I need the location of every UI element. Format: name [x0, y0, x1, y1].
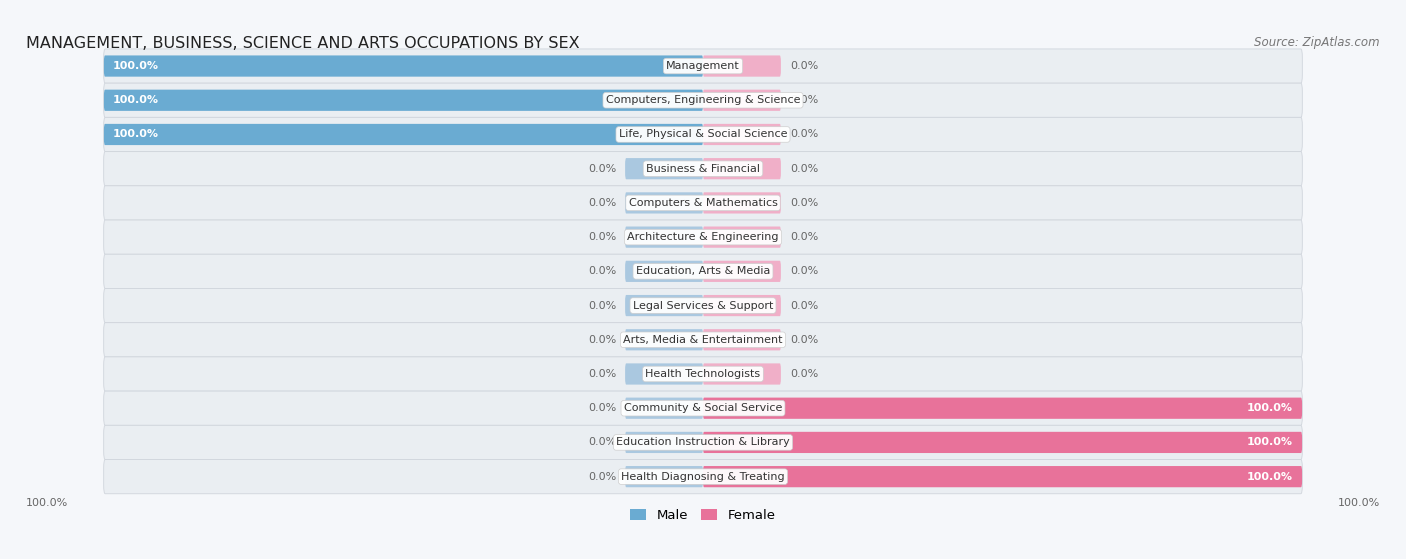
Text: Business & Financial: Business & Financial: [645, 164, 761, 174]
Text: 0.0%: 0.0%: [790, 198, 818, 208]
FancyBboxPatch shape: [703, 192, 780, 214]
FancyBboxPatch shape: [104, 83, 1302, 117]
Text: Education, Arts & Media: Education, Arts & Media: [636, 266, 770, 276]
FancyBboxPatch shape: [703, 329, 780, 350]
FancyBboxPatch shape: [626, 158, 703, 179]
FancyBboxPatch shape: [104, 288, 1302, 323]
FancyBboxPatch shape: [104, 220, 1302, 254]
FancyBboxPatch shape: [626, 397, 703, 419]
FancyBboxPatch shape: [626, 260, 703, 282]
Text: 0.0%: 0.0%: [790, 232, 818, 242]
Text: 100.0%: 100.0%: [112, 130, 159, 140]
Text: 0.0%: 0.0%: [790, 95, 818, 105]
FancyBboxPatch shape: [703, 295, 780, 316]
FancyBboxPatch shape: [703, 226, 780, 248]
FancyBboxPatch shape: [703, 363, 780, 385]
Text: Education Instruction & Library: Education Instruction & Library: [616, 438, 790, 447]
Legend: Male, Female: Male, Female: [626, 503, 780, 527]
FancyBboxPatch shape: [626, 329, 703, 350]
FancyBboxPatch shape: [703, 466, 1302, 487]
Text: 0.0%: 0.0%: [790, 301, 818, 311]
Text: Legal Services & Support: Legal Services & Support: [633, 301, 773, 311]
FancyBboxPatch shape: [104, 151, 1302, 186]
FancyBboxPatch shape: [104, 357, 1302, 391]
Text: 0.0%: 0.0%: [588, 301, 616, 311]
FancyBboxPatch shape: [104, 186, 1302, 220]
Text: 100.0%: 100.0%: [1247, 472, 1294, 482]
FancyBboxPatch shape: [703, 260, 780, 282]
Text: MANAGEMENT, BUSINESS, SCIENCE AND ARTS OCCUPATIONS BY SEX: MANAGEMENT, BUSINESS, SCIENCE AND ARTS O…: [27, 36, 579, 51]
Text: 0.0%: 0.0%: [588, 438, 616, 447]
FancyBboxPatch shape: [626, 295, 703, 316]
Text: 100.0%: 100.0%: [1247, 403, 1294, 413]
FancyBboxPatch shape: [703, 432, 1302, 453]
Text: Computers & Mathematics: Computers & Mathematics: [628, 198, 778, 208]
Text: Source: ZipAtlas.com: Source: ZipAtlas.com: [1254, 36, 1379, 49]
Text: 0.0%: 0.0%: [588, 403, 616, 413]
FancyBboxPatch shape: [104, 323, 1302, 357]
FancyBboxPatch shape: [703, 158, 780, 179]
Text: 0.0%: 0.0%: [588, 164, 616, 174]
Text: 0.0%: 0.0%: [588, 198, 616, 208]
Text: 0.0%: 0.0%: [790, 335, 818, 345]
Text: 0.0%: 0.0%: [790, 61, 818, 71]
Text: 0.0%: 0.0%: [790, 130, 818, 140]
Text: 0.0%: 0.0%: [588, 335, 616, 345]
Text: Arts, Media & Entertainment: Arts, Media & Entertainment: [623, 335, 783, 345]
FancyBboxPatch shape: [626, 432, 703, 453]
FancyBboxPatch shape: [626, 466, 703, 487]
Text: 0.0%: 0.0%: [790, 369, 818, 379]
FancyBboxPatch shape: [703, 89, 780, 111]
Text: Health Diagnosing & Treating: Health Diagnosing & Treating: [621, 472, 785, 482]
FancyBboxPatch shape: [104, 459, 1302, 494]
Text: 100.0%: 100.0%: [1247, 438, 1294, 447]
Text: Life, Physical & Social Science: Life, Physical & Social Science: [619, 130, 787, 140]
Text: 0.0%: 0.0%: [588, 369, 616, 379]
Text: 100.0%: 100.0%: [27, 498, 69, 508]
FancyBboxPatch shape: [104, 254, 1302, 288]
Text: 100.0%: 100.0%: [112, 61, 159, 71]
Text: 100.0%: 100.0%: [1337, 498, 1379, 508]
FancyBboxPatch shape: [703, 124, 780, 145]
Text: Computers, Engineering & Science: Computers, Engineering & Science: [606, 95, 800, 105]
FancyBboxPatch shape: [104, 391, 1302, 425]
Text: Community & Social Service: Community & Social Service: [624, 403, 782, 413]
FancyBboxPatch shape: [104, 425, 1302, 459]
Text: 0.0%: 0.0%: [588, 232, 616, 242]
FancyBboxPatch shape: [703, 55, 780, 77]
Text: Health Technologists: Health Technologists: [645, 369, 761, 379]
Text: 0.0%: 0.0%: [588, 266, 616, 276]
FancyBboxPatch shape: [626, 363, 703, 385]
Text: 100.0%: 100.0%: [112, 95, 159, 105]
Text: 0.0%: 0.0%: [790, 266, 818, 276]
Text: 0.0%: 0.0%: [588, 472, 616, 482]
FancyBboxPatch shape: [703, 397, 1302, 419]
Text: Architecture & Engineering: Architecture & Engineering: [627, 232, 779, 242]
FancyBboxPatch shape: [104, 49, 1302, 83]
Text: Management: Management: [666, 61, 740, 71]
FancyBboxPatch shape: [104, 89, 703, 111]
FancyBboxPatch shape: [626, 226, 703, 248]
Text: 0.0%: 0.0%: [790, 164, 818, 174]
FancyBboxPatch shape: [626, 192, 703, 214]
FancyBboxPatch shape: [104, 124, 703, 145]
FancyBboxPatch shape: [104, 117, 1302, 151]
FancyBboxPatch shape: [104, 55, 703, 77]
